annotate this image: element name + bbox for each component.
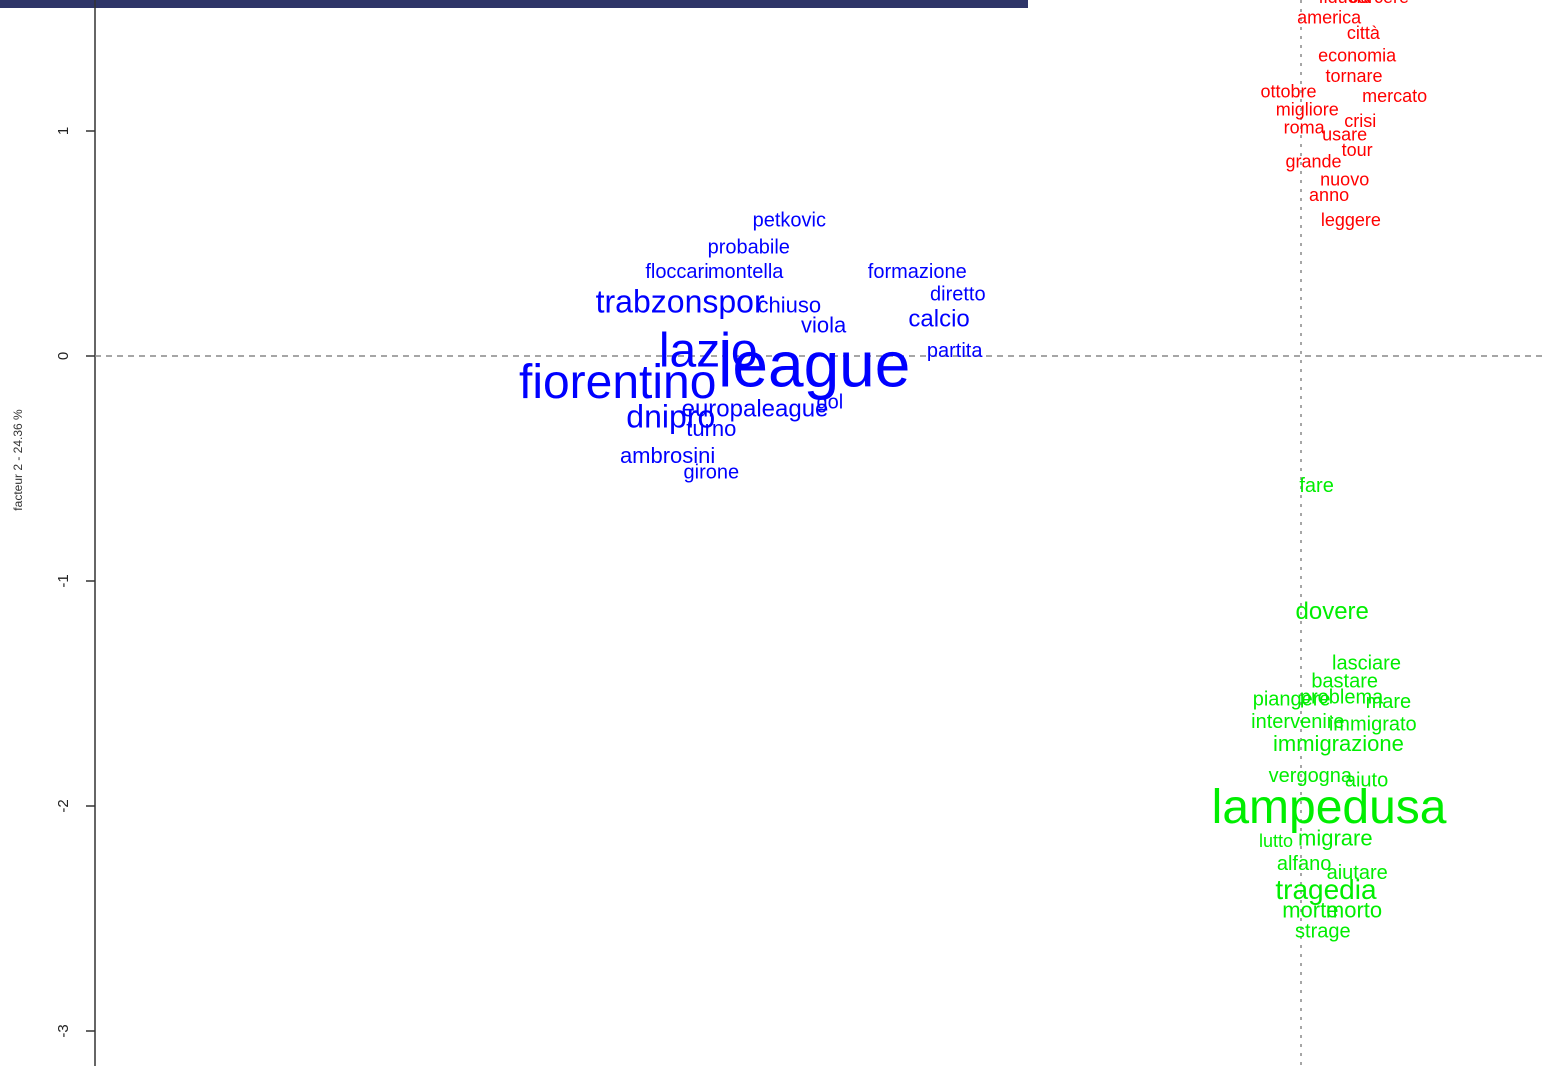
word-label-intervenire: intervenire — [1251, 711, 1344, 733]
word-label-formazione: formazione — [868, 261, 967, 283]
y-tick-label: 0 — [55, 352, 72, 360]
word-label-ambrosini: ambrosini — [620, 443, 715, 468]
word-label-immigrazione: immigrazione — [1273, 731, 1404, 756]
word-label-mare: mare — [1366, 691, 1412, 713]
word-label-gol: gol — [817, 392, 844, 414]
y-axis-ticks: 1 0 -1 -2 -3 — [55, 127, 95, 1038]
word-label-lazio: lazio — [659, 324, 758, 377]
word-label-montella: montella — [708, 261, 784, 283]
word-label-probabile: probabile — [708, 236, 790, 258]
word-label-economia: economia — [1318, 46, 1397, 66]
word-label-morte: morte — [1282, 898, 1338, 923]
word-label-fiducia: fiducia — [1319, 0, 1372, 7]
word-label-mercato: mercato — [1362, 86, 1427, 106]
word-label-usare: usare — [1322, 124, 1367, 144]
word-label-anno: anno — [1309, 185, 1349, 205]
word-label-leggere: leggere — [1321, 210, 1381, 230]
word-label-nuovo: nuovo — [1320, 169, 1369, 189]
word-label-europaleague: europaleague — [682, 395, 829, 422]
word-label-lampedusa: lampedusa — [1212, 781, 1447, 834]
word-label-dnipro: dnipro — [626, 398, 715, 434]
word-label-tragedia: tragedia — [1275, 874, 1377, 905]
word-label-dovere: dovere — [1296, 598, 1369, 625]
word-label-migliore: migliore — [1276, 100, 1339, 120]
word-label-league: league — [718, 328, 910, 400]
word-label-viola: viola — [801, 313, 847, 338]
word-label-diretto: diretto — [930, 284, 986, 306]
y-tick-label: -3 — [55, 1024, 72, 1037]
word-label-roma: roma — [1284, 118, 1326, 138]
word-label-morto: morto — [1326, 898, 1382, 923]
word-label-ottobre: ottobre — [1260, 82, 1316, 102]
word-label-tornare: tornare — [1326, 66, 1383, 86]
word-label-alfano: alfano — [1277, 853, 1332, 875]
word-label-fare: fare — [1299, 475, 1333, 497]
word-label-calcio: calcio — [908, 305, 969, 332]
word-label-crisi: crisi — [1344, 111, 1376, 131]
y-tick-label: 1 — [55, 127, 72, 135]
word-label-bastare: bastare — [1311, 671, 1378, 693]
y-axis-label: facteur 2 - 24.36 % — [11, 409, 25, 511]
word-label-floccari: floccari — [645, 261, 708, 283]
word-label-trabzonspor: trabzonspor — [596, 284, 765, 320]
word-label-grande: grande — [1285, 151, 1341, 171]
word-label-america: america — [1297, 7, 1362, 27]
word-label-lasciare: lasciare — [1332, 653, 1401, 675]
word-label-piangere: piangere — [1253, 689, 1331, 711]
word-label-fiorentino: fiorentino — [519, 356, 716, 409]
word-label-problema: problema — [1300, 686, 1384, 708]
word-label-migrare: migrare — [1298, 826, 1373, 851]
word-label-immigrato: immigrato — [1329, 713, 1417, 735]
top-banner-bar — [0, 0, 1028, 8]
word-label-petkovic: petkovic — [753, 209, 826, 231]
word-label-partita: partita — [927, 340, 983, 362]
word-label-chiuso: chiuso — [758, 292, 822, 317]
word-label-aiuto: aiuto — [1345, 770, 1388, 792]
y-tick-label: -2 — [55, 799, 72, 812]
word-label-tour: tour — [1342, 140, 1373, 160]
word-label-città: città — [1347, 23, 1381, 43]
word-label-carcere: carcere — [1349, 0, 1409, 7]
word-label-strage: strage — [1295, 920, 1351, 942]
word-label-vergogna: vergogna — [1269, 765, 1353, 787]
word-label-aiutare: aiutare — [1327, 862, 1388, 884]
word-label-turno: turno — [686, 416, 736, 441]
word-label-lutto: lutto — [1259, 831, 1293, 851]
y-tick-label: -1 — [55, 574, 72, 587]
word-label-girone: girone — [684, 461, 740, 483]
